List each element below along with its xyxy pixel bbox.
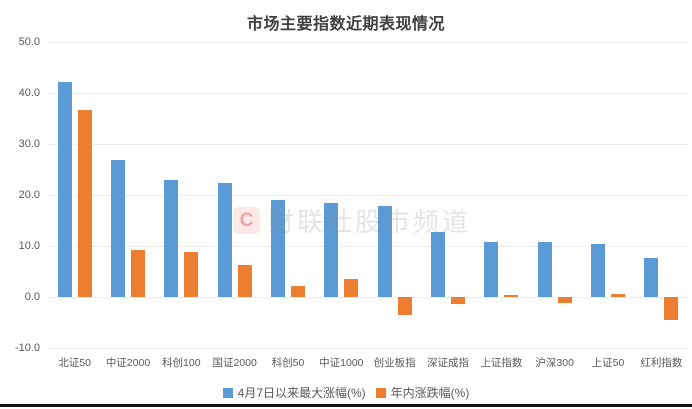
y-axis-tick-label: 20.0 bbox=[18, 189, 40, 201]
y-axis-tick-label: -10.0 bbox=[14, 342, 40, 354]
bar-max-gain-北证50 bbox=[57, 81, 72, 297]
bar-ytd-change-北证50 bbox=[77, 110, 92, 297]
bar-ytd-change-科创100 bbox=[184, 252, 199, 297]
x-axis-category-label: 科创100 bbox=[162, 357, 201, 369]
y-axis-tick-label: 50.0 bbox=[18, 36, 40, 48]
bar-max-gain-创业板指 bbox=[377, 206, 392, 297]
x-axis-category-label: 国证2000 bbox=[212, 357, 257, 369]
bar-max-gain-科创100 bbox=[164, 179, 179, 297]
legend: 4月7日以来最大涨幅(%) 年内涨跌幅(%) bbox=[0, 384, 692, 401]
bar-ytd-change-国证2000 bbox=[237, 264, 252, 297]
bar-max-gain-沪深300 bbox=[537, 242, 552, 297]
x-axis-category-label: 中证1000 bbox=[319, 357, 364, 369]
bar-max-gain-科创50 bbox=[271, 200, 285, 297]
x-axis-category-label: 科创50 bbox=[271, 357, 305, 369]
bar-max-gain-国证2000 bbox=[217, 183, 232, 297]
gridline-y-0 bbox=[48, 297, 688, 298]
legend-item-series1: 4月7日以来最大涨幅(%) bbox=[222, 384, 366, 401]
y-axis-tick-label: 0.0 bbox=[24, 291, 40, 303]
x-axis-category-label: 北证50 bbox=[58, 357, 91, 369]
legend-label-series2: 年内涨跌幅(%) bbox=[390, 386, 470, 400]
legend-swatch-orange-icon bbox=[375, 387, 386, 398]
y-axis-tick-label: 40.0 bbox=[18, 87, 40, 99]
watermark-logo-icon: C bbox=[233, 207, 260, 234]
x-axis-category-label: 上证50 bbox=[591, 357, 625, 369]
bar-ytd-change-红利指数 bbox=[664, 297, 679, 321]
bar-ytd-change-中证1000 bbox=[344, 279, 359, 297]
gridline-y-40 bbox=[48, 93, 688, 94]
gridline-y-20 bbox=[48, 195, 688, 196]
gridline-y-30 bbox=[48, 144, 688, 145]
bar-max-gain-上证50 bbox=[591, 244, 605, 297]
legend-label-series1: 4月7日以来最大涨幅(%) bbox=[237, 386, 366, 400]
bar-max-gain-上证指数 bbox=[484, 241, 499, 297]
x-axis-category-label: 沪深300 bbox=[535, 357, 574, 369]
bar-max-gain-深证成指 bbox=[431, 231, 445, 297]
bar-ytd-change-上证指数 bbox=[504, 294, 519, 297]
x-axis-category-label: 红利指数 bbox=[640, 357, 683, 369]
bar-ytd-change-中证2000 bbox=[131, 249, 145, 297]
x-axis-category-label: 上证指数 bbox=[480, 357, 523, 369]
bar-max-gain-中证2000 bbox=[111, 160, 125, 297]
bar-ytd-change-上证50 bbox=[611, 293, 625, 297]
gridline-y-10 bbox=[48, 246, 688, 247]
gridline-y-50 bbox=[48, 42, 688, 43]
legend-item-series2: 年内涨跌幅(%) bbox=[375, 384, 470, 401]
bar-ytd-change-沪深300 bbox=[557, 297, 572, 304]
bar-max-gain-中证1000 bbox=[324, 202, 339, 297]
legend-swatch-blue-icon bbox=[222, 387, 233, 398]
x-axis-category-label: 中证2000 bbox=[105, 357, 151, 369]
y-axis-tick-label: 10.0 bbox=[18, 240, 40, 252]
x-axis-category-label: 深证成指 bbox=[427, 357, 469, 369]
bar-ytd-change-创业板指 bbox=[397, 297, 412, 316]
window-bottom-border bbox=[0, 404, 692, 407]
chart-title: 市场主要指数近期表现情况 bbox=[246, 16, 445, 33]
gridline-y--10 bbox=[48, 348, 688, 349]
bar-ytd-change-科创50 bbox=[291, 285, 305, 297]
x-axis-category-label: 创业板指 bbox=[373, 357, 416, 369]
bar-ytd-change-深证成指 bbox=[451, 297, 465, 304]
y-axis-tick-label: 30.0 bbox=[18, 138, 40, 150]
bar-max-gain-红利指数 bbox=[644, 258, 659, 297]
